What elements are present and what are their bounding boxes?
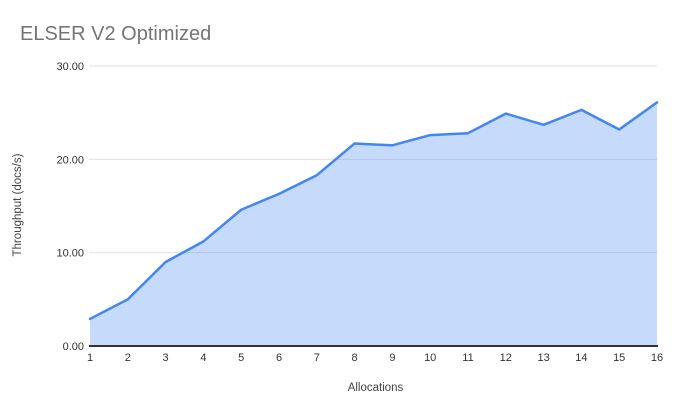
x-tick-label: 1 (87, 352, 93, 364)
y-tick-label: 0.00 (63, 341, 84, 353)
x-tick-label: 4 (200, 352, 206, 364)
area-fill (90, 102, 657, 347)
x-tick-label: 12 (500, 352, 512, 364)
y-axis-title: Throughput (docs/s) (12, 153, 24, 256)
x-tick-label: 3 (163, 352, 169, 364)
chart-title: ELSER V2 Optimized (20, 23, 212, 45)
x-tick-label: 9 (389, 352, 395, 364)
x-tick-label: 10 (424, 352, 436, 364)
x-tick-label: 14 (575, 352, 587, 364)
x-tick-label: 7 (314, 352, 320, 364)
y-tick-label: 10.00 (56, 248, 84, 260)
x-tick-label: 13 (537, 352, 549, 364)
x-tick-label: 15 (613, 352, 625, 364)
x-tick-label: 2 (125, 352, 131, 364)
x-tick-label: 16 (651, 352, 663, 364)
x-tick-label: 8 (352, 352, 358, 364)
y-tick-label: 30.00 (56, 61, 84, 73)
x-tick-label: 5 (238, 352, 244, 364)
y-tick-label: 20.00 (56, 154, 84, 166)
x-axis-title: Allocations (348, 382, 404, 394)
x-tick-label: 11 (462, 352, 473, 364)
x-tick-label: 6 (276, 352, 282, 364)
series-line (88, 101, 659, 321)
